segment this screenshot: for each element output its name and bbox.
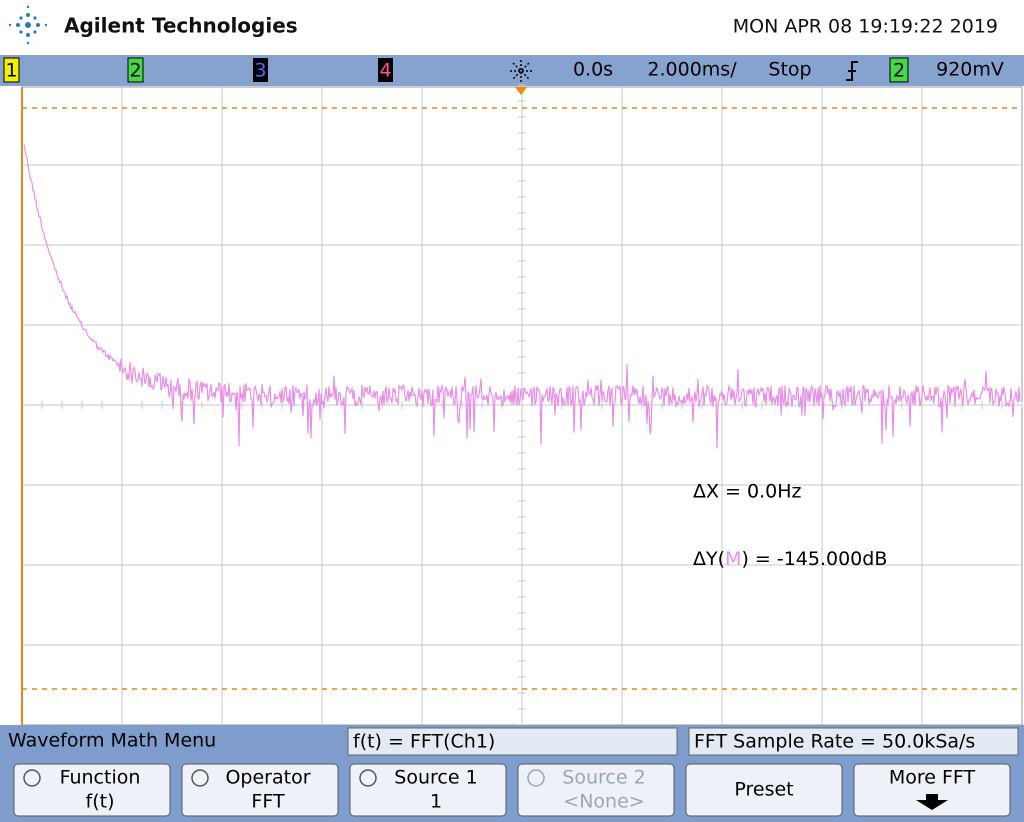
softkey[interactable]: Preset (685, 763, 843, 817)
softkey[interactable]: Source 11 (349, 763, 507, 817)
delta-x: ΔX = 0.0Hz (693, 481, 802, 503)
channel-label[interactable]: 4 (379, 60, 391, 82)
run-state: Stop (768, 59, 811, 81)
softkey-value: <None> (563, 791, 644, 813)
softkey-label: Source 1 (394, 767, 477, 789)
sample-rate: FFT Sample Rate = 50.0kSa/s (694, 731, 975, 753)
fft-trace (23, 144, 1021, 449)
time-offset: 0.0s (573, 59, 613, 81)
channel-labels: 1 2 3 4 (3, 57, 393, 83)
softkey-body (349, 763, 507, 817)
softkey-label: Source 2 (562, 767, 645, 789)
softkey-label: Function (60, 767, 141, 789)
trigger-source: 2 (893, 60, 905, 82)
datetime: MON APR 08 19:19:22 2019 (733, 16, 998, 38)
sample-rate-box (688, 727, 1019, 756)
delta-y: ΔY(M) = -145.000dB (693, 548, 887, 570)
formula-box (347, 727, 678, 756)
softkey-value: 1 (430, 791, 442, 813)
softkey[interactable]: Source 2<None> (517, 763, 675, 817)
softkey-body (181, 763, 339, 817)
softkey-value: FFT (251, 791, 285, 813)
trigger-level: 920mV (936, 59, 1004, 81)
channel-box (127, 57, 144, 83)
logo (8, 5, 48, 45)
formula: f(t) = FFT(Ch1) (353, 731, 495, 753)
delta-y-marker: M (725, 548, 741, 570)
trigger-icon (846, 61, 858, 81)
softkey-body (685, 763, 843, 817)
softkey[interactable]: More FFT (853, 763, 1011, 817)
time-scale: 2.000ms/ (647, 59, 737, 81)
softkey-knob-icon (359, 769, 377, 787)
softkey-knob-icon (23, 769, 41, 787)
delta-y-value: ) = -145.000dB (741, 548, 887, 570)
channel-label[interactable]: 1 (5, 60, 17, 82)
channel-box (253, 58, 268, 82)
softkey-body (853, 763, 1011, 817)
channel-box (378, 58, 393, 82)
channel-box (3, 57, 20, 83)
softkey-label: Preset (734, 779, 793, 801)
menu-title: Waveform Math Menu (8, 730, 216, 752)
trigger-source-box (889, 57, 909, 83)
delta-y-prefix: ΔY( (693, 548, 725, 570)
softkey-body (517, 763, 675, 817)
channel-label[interactable]: 3 (254, 60, 266, 82)
softkey-label: More FFT (889, 767, 976, 789)
channel-label[interactable]: 2 (129, 60, 141, 82)
softkey-knob-icon (527, 769, 545, 787)
softkey-arrow (916, 794, 948, 810)
brand: Agilent Technologies (64, 14, 298, 38)
softkey-value: f(t) (86, 791, 115, 813)
softkey-label: Operator (225, 767, 310, 789)
header (0, 0, 1024, 55)
trigger-marker (515, 87, 527, 95)
softkey-body (13, 763, 171, 817)
softkey-knob-icon (191, 769, 209, 787)
